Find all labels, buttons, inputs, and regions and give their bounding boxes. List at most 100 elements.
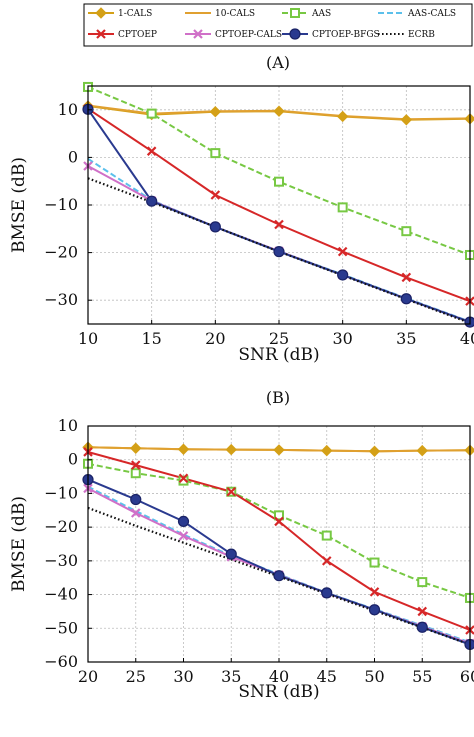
p1-point-aas-35	[401, 226, 412, 237]
p2-xtick-label-45: 45	[317, 667, 337, 686]
p2-point-1-cals-50	[368, 445, 381, 457]
p1-point-cptoep-bfgs-20	[209, 221, 221, 233]
legend-item-10-cals: 10-CALS	[185, 9, 255, 19]
p2-point-cptoep-bfgs-55	[416, 621, 428, 633]
panel-b-label: (B)	[266, 388, 290, 407]
legend-marker-cptoep-cals	[193, 29, 203, 39]
p1-point-1-cals-20	[209, 105, 222, 118]
p1-ytick-label--20: −20	[44, 243, 78, 262]
p2-xtick-label-55: 55	[412, 667, 432, 686]
p1-xtick-label-15: 15	[141, 329, 161, 348]
panel-a-label: (A)	[266, 53, 290, 72]
p1-point-cptoep-25	[274, 219, 284, 230]
legend-label-aas-cals: AAS-CALS	[407, 9, 456, 19]
p2-xtick-label-30: 30	[173, 667, 193, 686]
p1-xtick-label-20: 20	[205, 329, 225, 348]
legend-label-10-cals: 10-CALS	[215, 9, 255, 19]
p1-y-axis-label: BMSE (dB)	[9, 157, 29, 253]
p2-point-1-cals-35	[225, 443, 237, 456]
legend-item-cptoep-bfgs: CPTOEP-BFGS	[282, 28, 380, 40]
p2-point-aas-45	[321, 530, 332, 541]
p2-x-axis-label: SNR (dB)	[238, 682, 319, 702]
p1-point-cptoep-bfgs-25	[273, 246, 285, 258]
legend-label-cptoep-bfgs: CPTOEP-BFGS	[312, 30, 380, 40]
p1-xtick-label-10: 10	[78, 329, 98, 348]
legend-label-1-cals: 1-CALS	[118, 9, 152, 19]
p1-ytick-label-10: 10	[58, 100, 78, 119]
plot-b: 20 25 30 35 40 45 50 55 60 −60 −50 −40 −30 −20 −10 0 10 S…	[9, 416, 474, 702]
p2-point-1-cals-25	[130, 442, 142, 454]
legend: 1-CALS 10-CALS AAS AAS-CALS CPTOEP CPTOEP-CAL…	[83, 3, 473, 47]
p1-xtick-label-40: 40	[460, 329, 474, 348]
p1-point-1-cals-35	[400, 114, 413, 126]
p2-point-aas-30	[178, 475, 189, 486]
legend-box	[83, 3, 473, 47]
legend-item-ecrb: ECRB	[378, 30, 435, 40]
p2-xtick-label-40: 40	[269, 667, 289, 686]
p1-point-aas-15	[146, 108, 157, 119]
p2-xtick-label-25: 25	[126, 667, 146, 686]
p2-point-cptoep-55	[417, 606, 428, 617]
p1-point-cptoep-bfgs-35	[400, 293, 412, 305]
p2-y-axis-label: BMSE (dB)	[9, 496, 29, 592]
p2-point-cptoep-bfgs-45	[321, 587, 333, 599]
p2-point-cptoep-30	[178, 473, 189, 484]
legend-label-aas: AAS	[311, 9, 331, 19]
p1-point-1-cals-30	[336, 110, 349, 123]
p1-point-cptoep-35	[401, 272, 412, 283]
p1-point-cptoep-bfgs-30	[337, 269, 349, 281]
p1-ytick-label--10: −10	[44, 195, 78, 214]
p2-xtick-label-20: 20	[78, 667, 98, 686]
legend-marker-cptoep	[96, 29, 106, 39]
p2-ytick-label--50: −50	[44, 618, 78, 637]
p2-ytick-label-10: 10	[58, 416, 78, 435]
p1-point-aas-25	[274, 176, 284, 187]
legend-marker-aas	[290, 8, 300, 18]
legend-marker-cptoep-bfgs	[289, 28, 301, 40]
legend-item-aas-cals: AAS-CALS	[378, 9, 456, 19]
p2-ytick-label--40: −40	[44, 585, 78, 604]
legend-label-cptoep: CPTOEP	[118, 30, 157, 40]
p2-point-cptoep-45	[321, 556, 332, 566]
p2-point-1-cals-30	[177, 443, 190, 455]
p1-xtick-label-35: 35	[396, 329, 416, 348]
p2-point-cptoep-50	[369, 587, 380, 597]
p2-point-1-cals-55	[416, 444, 428, 457]
legend-item-aas: AAS	[282, 8, 331, 19]
p2-point-cptoep-bfgs-30	[177, 515, 190, 528]
p1-point-cptoep-15	[146, 146, 157, 156]
p2-point-cptoep-25	[130, 460, 141, 470]
legend-label-ecrb: ECRB	[408, 30, 435, 40]
p1-xtick-label-30: 30	[332, 329, 352, 348]
legend-item-cptoep-cals: CPTOEP-CALS	[185, 29, 282, 40]
p2-point-aas-55	[417, 577, 428, 588]
p2-point-aas-50	[369, 557, 380, 568]
p2-ytick-label--10: −10	[44, 483, 78, 502]
p2-point-cptoep-bfgs-25	[130, 493, 142, 506]
p1-point-cptoep-20	[210, 190, 221, 200]
p2-xtick-label-35: 35	[221, 667, 241, 686]
p2-ytick-label--20: −20	[44, 517, 78, 536]
legend-label-cptoep-cals: CPTOEP-CALS	[215, 30, 282, 40]
p1-point-aas-30	[337, 202, 348, 213]
p2-point-cptoep-bfgs-35	[225, 548, 237, 560]
p1-x-axis-label: SNR (dB)	[238, 345, 319, 365]
p1-point-cptoep-30	[337, 246, 348, 257]
p1-point-cptoep-bfgs-15	[146, 195, 158, 207]
p2-point-cptoep-cals-25	[130, 508, 141, 518]
p2-point-cptoep-40	[274, 516, 284, 527]
p1-point-1-cals-25	[273, 105, 285, 117]
legend-marker-1-cals	[95, 7, 107, 19]
p2-point-aas-25	[130, 468, 141, 479]
p2-point-cptoep-cals-30	[178, 531, 189, 541]
p1-ytick-label-0: 0	[68, 147, 78, 166]
p2-point-aas-40	[274, 510, 284, 521]
p2-ytick-label--30: −30	[44, 551, 78, 570]
p2-xtick-label-60: 60	[460, 667, 474, 686]
p2-point-cptoep-bfgs-50	[368, 604, 381, 616]
legend-item-cptoep: CPTOEP	[88, 29, 157, 40]
p1-xtick-label-25: 25	[269, 329, 289, 348]
p2-point-cptoep-35	[226, 486, 237, 497]
p2-xtick-label-50: 50	[364, 667, 384, 686]
